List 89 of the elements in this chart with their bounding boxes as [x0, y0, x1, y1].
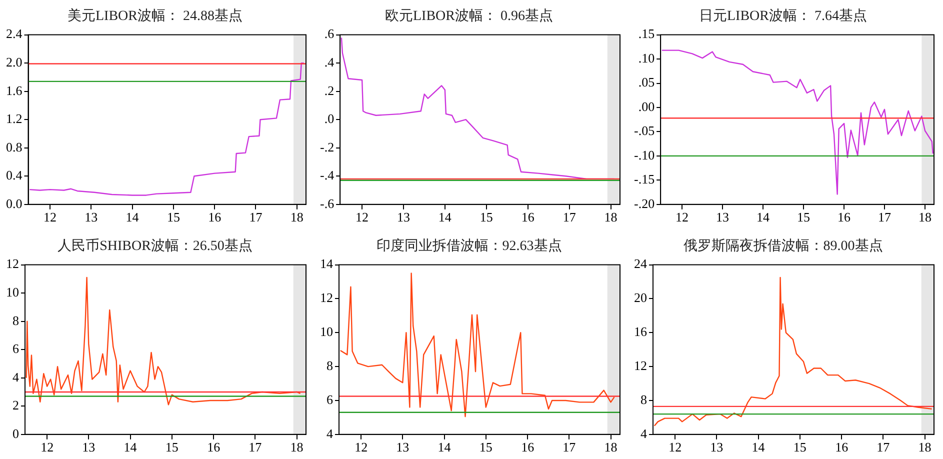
y-tick-label: 0.8 — [6, 139, 22, 154]
y-tick-label: -.05 — [634, 123, 655, 138]
x-tick-label: 17 — [562, 440, 576, 455]
x-tick-label: 18 — [290, 210, 304, 225]
y-tick-label: 14 — [320, 256, 334, 272]
y-tick-label: 0.4 — [6, 168, 23, 183]
chart-title: 人民币SHIBOR波幅：26.50基点 — [58, 238, 252, 254]
y-tick-label: -.4 — [320, 168, 335, 183]
x-tick-label: 13 — [396, 210, 410, 225]
chart-title: 美元LIBOR波幅： 24.88基点 — [68, 8, 242, 24]
y-tick-label: -.2 — [320, 139, 334, 154]
x-tick-label: 14 — [124, 440, 138, 455]
y-tick-label: -.10 — [634, 147, 655, 162]
x-tick-label: 17 — [878, 210, 892, 225]
x-tick-label: 18 — [604, 210, 618, 225]
y-tick-label: -.20 — [634, 196, 655, 211]
y-tick-label: 4 — [326, 426, 334, 441]
x-tick-label: 12 — [668, 440, 682, 455]
y-tick-label: .4 — [324, 54, 335, 70]
x-tick-label: 16 — [835, 440, 849, 455]
y-tick-label: 6 — [326, 392, 334, 407]
x-tick-label: 15 — [166, 210, 180, 225]
x-tick-label: 14 — [752, 440, 766, 455]
y-tick-label: 12 — [634, 358, 647, 373]
x-tick-label: 16 — [207, 440, 221, 455]
x-tick-label: 15 — [797, 210, 810, 225]
x-tick-label: 14 — [756, 210, 770, 225]
y-tick-label: 10 — [6, 284, 19, 300]
x-tick-label: 18 — [918, 210, 932, 225]
y-tick-label: 4 — [12, 369, 20, 384]
x-tick-label: 15 — [480, 210, 493, 225]
x-tick-label: 16 — [838, 210, 852, 225]
y-tick-label: .15 — [638, 26, 655, 42]
x-tick-label: 17 — [249, 210, 263, 225]
x-tick-label: 14 — [438, 210, 452, 225]
x-tick-label: 17 — [248, 440, 262, 455]
x-tick-label: 18 — [918, 440, 932, 455]
x-tick-label: 14 — [126, 210, 140, 225]
y-tick-label: .05 — [638, 74, 655, 90]
y-tick-label: 12 — [6, 256, 19, 272]
x-tick-label: 17 — [562, 210, 576, 225]
x-tick-label: 14 — [438, 440, 452, 455]
y-tick-label: 1.6 — [6, 82, 23, 98]
y-tick-label: 16 — [634, 324, 648, 340]
y-tick-label: 8 — [12, 312, 19, 328]
y-tick-label: .0 — [324, 111, 334, 126]
x-tick-label: 12 — [676, 210, 689, 225]
x-tick-label: 13 — [716, 210, 729, 225]
y-tick-label: 0.0 — [6, 196, 22, 211]
x-tick-label: 12 — [356, 210, 369, 225]
x-tick-label: 12 — [354, 440, 368, 455]
y-tick-label: 8 — [640, 392, 647, 407]
chart-title: 欧元LIBOR波幅： 0.96基点 — [385, 8, 553, 24]
y-tick-label: 2.4 — [6, 26, 23, 42]
y-tick-label: .2 — [324, 82, 334, 98]
y-tick-label: 2 — [12, 398, 19, 413]
x-tick-label: 16 — [521, 210, 535, 225]
y-tick-label: 4 — [640, 426, 648, 441]
y-tick-label: 10 — [320, 324, 333, 340]
y-tick-label: 8 — [326, 358, 333, 373]
y-tick-label: 0 — [12, 426, 19, 441]
y-tick-label: 2.0 — [6, 54, 22, 70]
y-tick-label: 1.2 — [6, 111, 22, 126]
x-tick-label: 12 — [44, 210, 57, 225]
x-tick-label: 13 — [710, 440, 724, 455]
x-tick-label: 13 — [82, 440, 96, 455]
y-tick-label: -.15 — [634, 172, 655, 187]
y-tick-label: 24 — [634, 256, 648, 272]
chart-title: 俄罗斯隔夜拆借波幅：89.00基点 — [683, 238, 883, 254]
y-tick-label: .00 — [638, 98, 655, 114]
x-tick-label: 18 — [604, 440, 618, 455]
x-tick-label: 12 — [40, 440, 54, 455]
x-tick-label: 16 — [521, 440, 535, 455]
x-tick-label: 15 — [479, 440, 492, 455]
y-tick-label: 6 — [12, 341, 20, 356]
chart-title: 印度同业拆借波幅：92.63基点 — [376, 238, 562, 254]
x-tick-label: 15 — [165, 440, 178, 455]
x-tick-label: 13 — [396, 440, 410, 455]
y-tick-label: 12 — [320, 290, 333, 306]
x-tick-label: 18 — [290, 440, 304, 455]
y-tick-label: .10 — [638, 50, 655, 66]
y-tick-label: 20 — [634, 290, 647, 306]
x-tick-label: 17 — [876, 440, 890, 455]
x-tick-label: 16 — [208, 210, 222, 225]
x-tick-label: 15 — [793, 440, 806, 455]
y-tick-label: .6 — [324, 26, 335, 42]
y-tick-label: -.6 — [320, 196, 335, 211]
chart-title: 日元LIBOR波幅： 7.64基点 — [699, 8, 867, 24]
x-tick-label: 13 — [84, 210, 98, 225]
